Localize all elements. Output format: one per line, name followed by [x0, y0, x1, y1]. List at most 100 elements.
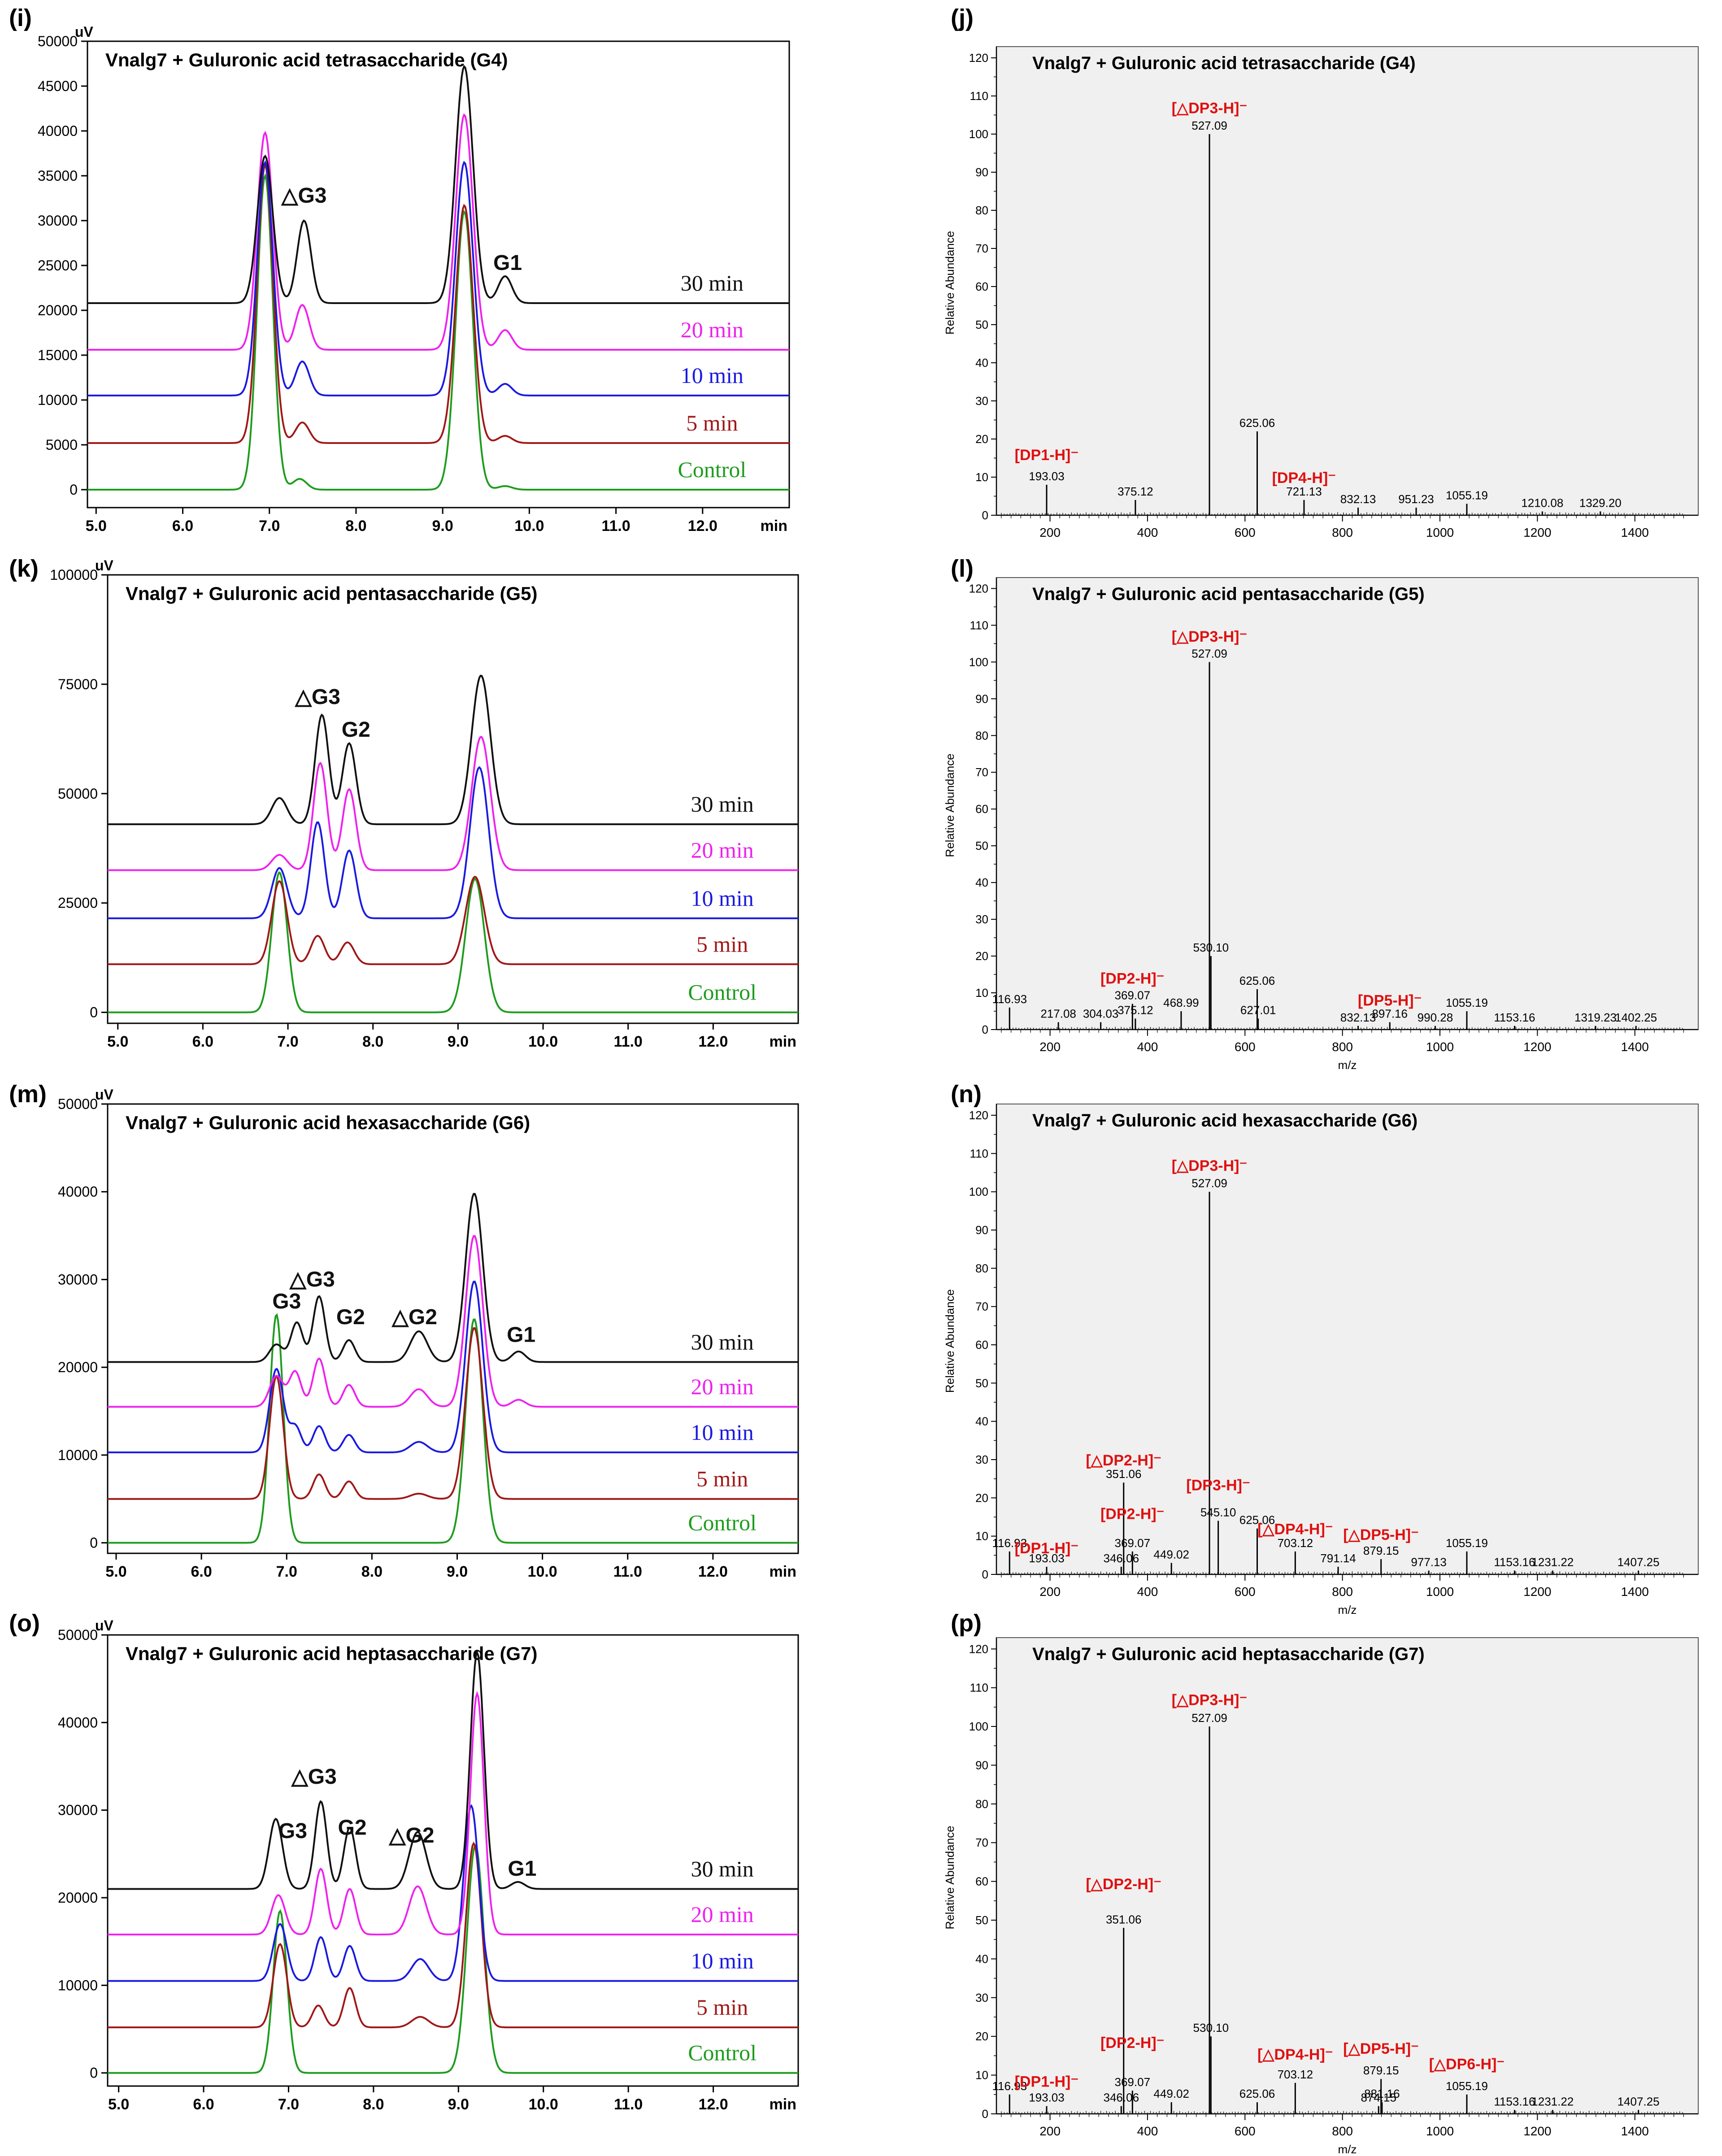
- peak-mz-label: 369.07: [1115, 989, 1151, 1002]
- y-tick-label: 40: [975, 1952, 988, 1965]
- trace-label: Control: [688, 2040, 757, 2065]
- trace-line: [87, 173, 789, 491]
- y-tick-label: 0: [90, 1004, 98, 1021]
- peak-annotation: △G3: [291, 1765, 337, 1789]
- y-tick-label: 50000: [38, 33, 78, 49]
- trace-line: [87, 113, 789, 351]
- x-tick-label: 7.0: [277, 1033, 298, 1050]
- y-tick-label: 10000: [38, 392, 78, 408]
- peak-mz-label: 527.09: [1191, 647, 1227, 660]
- trace-line: [108, 875, 798, 965]
- y-tick-label: 50000: [58, 1096, 98, 1112]
- y-unit-label: uV: [75, 24, 94, 40]
- y-tick-label: 30: [975, 1453, 988, 1466]
- y-tick-label: 100: [969, 655, 988, 669]
- peak-mz-label: 1402.25: [1615, 1011, 1657, 1024]
- x-tick-label: 1000: [1426, 526, 1454, 539]
- peak-mz-label: 527.09: [1191, 119, 1227, 132]
- peak-mz-label: 1319.23: [1574, 1011, 1617, 1024]
- y-tick-label: 10000: [58, 1977, 98, 1993]
- x-tick-label: 7.0: [278, 2096, 299, 2113]
- x-tick-label: 11.0: [613, 1563, 642, 1580]
- panel-label: (l): [951, 555, 974, 582]
- chart-title: Vnalg7 + Guluronic acid tetrasaccharide …: [105, 49, 508, 70]
- chart-hplc-k: (k) uV 0 25000 50000 75000 100000 5.0 6.0 7.0 8.0 9…: [9, 555, 799, 1050]
- peak-mz-label: 351.06: [1106, 1467, 1142, 1481]
- x-tick-label: 8.0: [345, 517, 366, 535]
- x-tick-label: 6.0: [193, 2096, 214, 2113]
- y-tick-label: 0: [982, 509, 988, 522]
- y-tick-label: 70: [975, 765, 988, 779]
- y-tick-label: 20: [975, 432, 988, 446]
- x-tick-label: 800: [1332, 1040, 1353, 1054]
- peak-annotation: G3: [272, 1290, 301, 1313]
- y-tick-label: 50000: [58, 786, 98, 802]
- peak-mz-label: 193.03: [1029, 1552, 1065, 1565]
- y-tick-label: 110: [970, 89, 988, 103]
- trace-line: [108, 1804, 798, 1982]
- x-tick-label: 5.0: [105, 1563, 126, 1580]
- peak-mz-label: 369.07: [1115, 2075, 1151, 2089]
- peak-annotation: G2: [338, 1816, 367, 1839]
- peak-mz-label: 1231.22: [1531, 2095, 1574, 2108]
- y-tick-label: 60: [975, 1338, 988, 1352]
- plot-frame: [996, 1637, 1699, 2114]
- panel-label: (j): [951, 4, 974, 31]
- trace-label: 5 min: [696, 1466, 748, 1491]
- trace-line: [108, 871, 798, 1013]
- y-tick-label: 70: [975, 242, 988, 255]
- x-tick-label: 600: [1235, 2124, 1256, 2138]
- y-tick-label: 15000: [38, 347, 78, 363]
- y-tick-label: 120: [969, 51, 988, 65]
- y-tick-label: 30000: [38, 213, 78, 229]
- trace-line: [108, 674, 798, 826]
- y-tick-label: 20000: [38, 302, 78, 318]
- ion-annotation: [DP5-H]⁻: [1358, 992, 1422, 1009]
- peak-mz-label: 703.12: [1278, 1536, 1313, 1550]
- x-tick-label: 9.0: [448, 2096, 469, 2113]
- x-tick-label: 1400: [1621, 2124, 1649, 2138]
- x-tick-label: 800: [1332, 1585, 1353, 1599]
- peak-mz-label: 351.06: [1106, 1913, 1142, 1926]
- peak-annotation: G1: [508, 1857, 536, 1881]
- x-tick-label: 12.0: [688, 517, 718, 535]
- y-tick-label: 40: [975, 1415, 988, 1428]
- x-tick-label: 7.0: [276, 1563, 297, 1580]
- trace-line: [108, 766, 798, 919]
- trace-label: 10 min: [691, 1948, 753, 1973]
- panel-label: (o): [9, 1610, 40, 1637]
- y-tick-label: 30000: [58, 1802, 98, 1818]
- chart-ms-l: (l) 0 10 20 30 40 50 60 70 80 90 100 110 120 200 400 600…: [943, 555, 1699, 1072]
- x-tick-label: 8.0: [362, 1033, 383, 1050]
- plot-frame: [107, 574, 799, 1024]
- x-tick-label: 10.0: [528, 1033, 558, 1050]
- peak-mz-label: 897.16: [1372, 1007, 1408, 1021]
- y-tick-label: 20000: [58, 1359, 98, 1375]
- y-tick-label: 50: [975, 1376, 988, 1390]
- x-tick-label: 400: [1137, 1040, 1158, 1054]
- peak-mz-label: 791.14: [1320, 1552, 1356, 1565]
- chart-title: Vnalg7 + Guluronic acid hexasaccharide (…: [1032, 1111, 1418, 1130]
- x-tick-label: 1400: [1621, 1585, 1649, 1599]
- ion-annotation: [△DP3-H]⁻: [1172, 1157, 1248, 1174]
- peak-mz-label: 449.02: [1153, 2087, 1189, 2100]
- peak-mz-label: 990.28: [1418, 1011, 1453, 1024]
- chart-hplc-m: (m) uV 0 10000 20000 30000 40000 50000 5.0 6.0 7.0…: [9, 1081, 799, 1580]
- ion-annotation: [△DP3-H]⁻: [1172, 100, 1248, 117]
- chart-title: Vnalg7 + Guluronic acid tetrasaccharide …: [1032, 53, 1416, 73]
- y-tick-label: 0: [90, 2065, 98, 2081]
- y-tick-label: 25000: [38, 257, 78, 274]
- trace-line: [87, 65, 789, 304]
- y-tick-label: 0: [982, 2107, 988, 2121]
- y-tick-label: 0: [982, 1023, 988, 1036]
- trace-label: 10 min: [691, 886, 753, 911]
- y-tick-label: 20: [975, 949, 988, 963]
- peak-mz-label: 1210.08: [1521, 496, 1563, 510]
- peak-mz-label: 625.06: [1239, 416, 1275, 430]
- panel-label: (p): [951, 1610, 982, 1637]
- x-tick-label: 10.0: [514, 517, 544, 535]
- y-tick-label: 30: [975, 913, 988, 926]
- plot-frame: [107, 1634, 799, 2087]
- chart-title: Vnalg7 + Guluronic acid heptasaccharide …: [126, 1643, 537, 1664]
- y-tick-label: 10: [975, 2069, 988, 2082]
